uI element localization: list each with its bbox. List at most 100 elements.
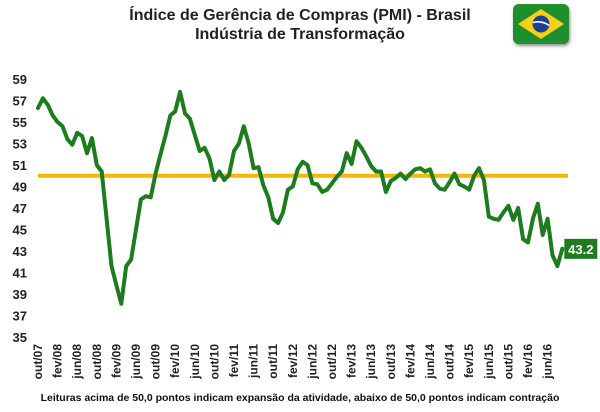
x-tick-label: jun/09 bbox=[129, 344, 143, 380]
data-point bbox=[168, 113, 173, 118]
data-point bbox=[237, 141, 241, 146]
x-tick-label: fev/11 bbox=[227, 344, 241, 378]
x-tick-label: fev/08 bbox=[51, 344, 65, 378]
data-point bbox=[246, 141, 251, 146]
x-tick-label: jun/11 bbox=[247, 344, 261, 379]
y-axis: 35 37 39 41 43 45 47 49 51 53 55 57 59 bbox=[13, 72, 27, 345]
x-tick-label: out/09 bbox=[149, 344, 163, 380]
x-tick-label: fev/09 bbox=[109, 344, 123, 378]
data-point bbox=[433, 181, 437, 186]
data-point bbox=[340, 169, 344, 174]
data-point bbox=[158, 152, 163, 157]
data-point bbox=[413, 167, 418, 172]
data-point bbox=[344, 151, 349, 155]
data-point bbox=[114, 283, 119, 288]
data-point bbox=[95, 163, 99, 167]
data-point bbox=[153, 171, 158, 176]
x-tick-label: fev/14 bbox=[403, 344, 417, 378]
data-point bbox=[349, 162, 354, 166]
data-point bbox=[408, 171, 413, 176]
data-point bbox=[197, 149, 202, 153]
x-tick-label: jun/16 bbox=[541, 344, 555, 380]
y-tick-label: 55 bbox=[13, 115, 27, 130]
y-tick-label: 53 bbox=[13, 137, 27, 152]
brazil-flag-graphic bbox=[513, 4, 569, 44]
x-tick-label: out/11 bbox=[266, 344, 280, 379]
y-tick-label: 41 bbox=[13, 266, 27, 281]
data-point bbox=[276, 221, 280, 225]
y-tick-label: 43 bbox=[13, 244, 27, 259]
chart-title: Índice de Gerência de Compras (PMI) - Br… bbox=[0, 6, 600, 44]
y-tick-label: 39 bbox=[13, 287, 27, 302]
x-tick-label: out/13 bbox=[384, 344, 398, 380]
data-point bbox=[202, 146, 207, 150]
data-point bbox=[222, 178, 226, 182]
y-tick-label: 45 bbox=[13, 223, 27, 238]
data-point bbox=[286, 187, 290, 192]
data-point bbox=[511, 218, 516, 222]
x-tick-label: fev/10 bbox=[168, 344, 182, 378]
data-point bbox=[41, 96, 45, 101]
data-point bbox=[315, 182, 320, 187]
data-point bbox=[447, 180, 452, 184]
data-point bbox=[398, 171, 403, 176]
data-point bbox=[256, 165, 261, 169]
data-point bbox=[467, 187, 472, 192]
data-point bbox=[163, 134, 168, 138]
data-point bbox=[438, 186, 442, 191]
data-point bbox=[477, 166, 481, 171]
data-point bbox=[325, 187, 329, 192]
data-point bbox=[428, 167, 432, 172]
data-point bbox=[403, 177, 408, 181]
data-point bbox=[482, 178, 486, 182]
data-point bbox=[266, 195, 271, 200]
data-point bbox=[369, 164, 374, 168]
y-tick-label: 37 bbox=[13, 309, 27, 324]
data-point bbox=[487, 214, 491, 219]
data-point bbox=[129, 257, 133, 262]
data-point bbox=[379, 169, 383, 174]
data-point bbox=[50, 113, 55, 118]
data-point bbox=[193, 133, 197, 137]
data-point bbox=[364, 154, 369, 159]
data-point bbox=[261, 183, 266, 188]
data-point bbox=[148, 195, 153, 200]
data-point bbox=[521, 237, 525, 241]
data-point bbox=[516, 206, 520, 210]
data-point bbox=[232, 149, 236, 153]
data-point bbox=[320, 190, 325, 194]
data-point bbox=[310, 181, 315, 186]
data-point bbox=[305, 163, 310, 167]
data-point bbox=[271, 216, 276, 221]
data-point bbox=[227, 172, 231, 177]
data-point bbox=[457, 182, 462, 187]
data-point bbox=[36, 106, 40, 110]
x-tick-label: jun/13 bbox=[364, 344, 378, 380]
data-point bbox=[472, 173, 476, 178]
data-point bbox=[555, 264, 560, 268]
data-point bbox=[540, 233, 545, 237]
data-point bbox=[330, 181, 334, 186]
x-tick-label: out/14 bbox=[443, 344, 457, 380]
data-point bbox=[124, 264, 128, 268]
data-point bbox=[217, 169, 222, 174]
x-tick-label: fev/16 bbox=[521, 344, 535, 378]
data-point bbox=[188, 116, 192, 121]
data-point bbox=[291, 184, 295, 189]
title-line-1: Índice de Gerência de Compras (PMI) - Br… bbox=[129, 7, 471, 24]
data-point bbox=[335, 175, 339, 179]
x-tick-label: jun/08 bbox=[70, 344, 84, 380]
data-point bbox=[242, 124, 246, 129]
x-tick-label: out/15 bbox=[501, 344, 515, 380]
x-tick-label: out/07 bbox=[31, 344, 45, 380]
data-point bbox=[506, 204, 511, 208]
brazil-flag-icon bbox=[513, 4, 569, 44]
data-point bbox=[354, 139, 359, 144]
data-point bbox=[134, 227, 138, 232]
data-point bbox=[418, 166, 423, 171]
data-point bbox=[452, 171, 457, 176]
pmi-series-line bbox=[36, 89, 565, 306]
data-point bbox=[501, 210, 506, 215]
data-point bbox=[374, 169, 378, 174]
data-point bbox=[119, 301, 124, 306]
